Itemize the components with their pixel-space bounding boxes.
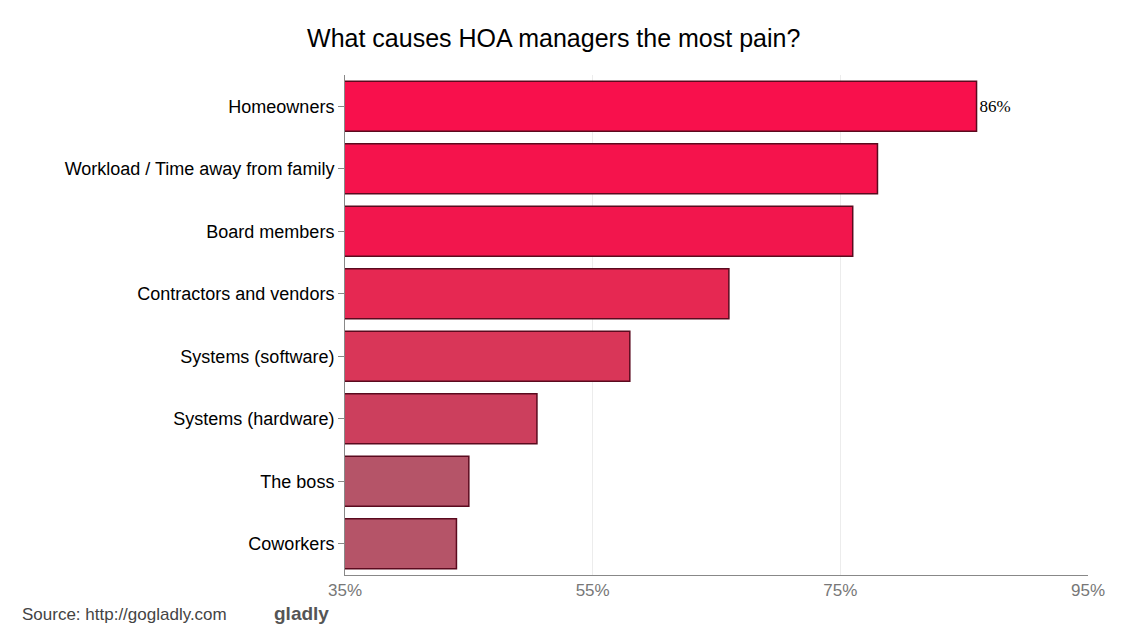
svg-text:95%: 95% (1071, 581, 1105, 600)
svg-text:86%: 86% (980, 97, 1011, 116)
svg-text:Systems (software): Systems (software) (180, 347, 334, 367)
svg-text:75%: 75% (823, 581, 857, 600)
svg-text:The boss: The boss (260, 472, 334, 492)
svg-text:55%: 55% (576, 581, 610, 600)
svg-text:Systems (hardware): Systems (hardware) (173, 409, 334, 429)
svg-text:What causes HOA managers the m: What causes HOA managers the most pain? (307, 24, 800, 52)
svg-text:gladly: gladly (274, 603, 329, 624)
svg-text:Source: http://gogladly.com: Source: http://gogladly.com (22, 605, 227, 624)
svg-text:Workload / Time away from fami: Workload / Time away from family (65, 159, 335, 179)
svg-text:Board members: Board members (206, 222, 334, 242)
svg-text:Contractors and vendors: Contractors and vendors (137, 284, 334, 304)
svg-text:Homeowners: Homeowners (228, 97, 334, 117)
svg-text:Coworkers: Coworkers (248, 534, 334, 554)
svg-text:35%: 35% (328, 581, 362, 600)
